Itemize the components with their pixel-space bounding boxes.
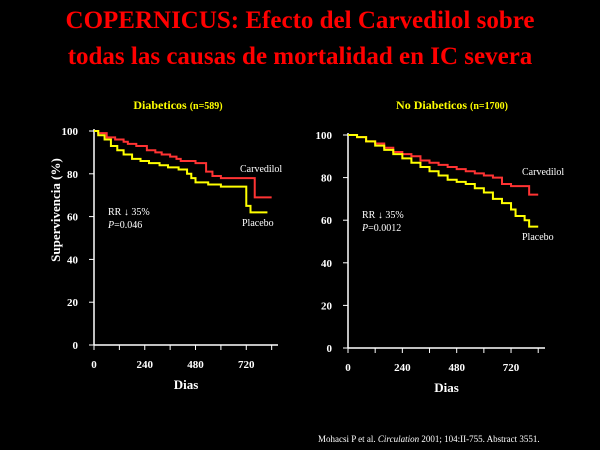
x-axis-label: Dias xyxy=(434,380,459,395)
series-line-placebo xyxy=(94,130,268,214)
y-tick-label: 80 xyxy=(67,169,79,181)
slide-title-line-1: COPERNICUS: Efecto del Carvedilol sobre xyxy=(65,7,535,34)
panel-title: Diabeticos xyxy=(133,98,187,112)
y-tick-label: 100 xyxy=(62,126,79,138)
y-tick-label: 60 xyxy=(67,212,79,224)
panel-subtitle: (n=1700) xyxy=(470,101,508,112)
rr-annotation: RR ↓ 35% xyxy=(108,207,150,218)
panel-heading-non-diabetics: No Diabeticos (n=1700) xyxy=(396,98,508,113)
x-tick-label: 0 xyxy=(345,362,351,374)
y-tick-label: 40 xyxy=(67,254,79,266)
chart-panel-0: 0 20 40 60 80 100 0 240 480 720 Dias Carvedilol Plac… xyxy=(62,126,283,392)
slide-title-line-2: todas las causas de mortalidad en IC sev… xyxy=(67,43,533,70)
p-annotation: P=0.0012 xyxy=(361,223,401,234)
series-label-placebo: Placebo xyxy=(242,218,274,229)
rr-value: 35% xyxy=(383,210,404,221)
citation-journal: Circulation xyxy=(377,434,420,444)
y-tick-label: 40 xyxy=(321,258,333,270)
p-label: P xyxy=(361,223,368,234)
series-label-carvedilol: Carvedilol xyxy=(240,164,282,175)
panel-title: No Diabeticos xyxy=(396,98,468,112)
y-tick-label: 20 xyxy=(321,300,333,312)
y-tick-label: 80 xyxy=(321,173,333,185)
citation-authors: Mohacsi P et al. xyxy=(318,434,378,444)
panel-heading-diabetics: Diabeticos (n=589) xyxy=(133,98,222,113)
rr-label: RR xyxy=(362,210,378,221)
x-tick-label: 480 xyxy=(448,362,465,374)
rr-annotation: RR ↓ 35% xyxy=(362,210,404,221)
y-tick-label: 0 xyxy=(327,343,333,355)
x-tick-label: 0 xyxy=(91,359,97,371)
x-tick-label: 720 xyxy=(503,362,520,374)
chart-panel-1: 0 20 40 60 80 100 0 240 480 720 Dias Carvedilol Plac… xyxy=(316,130,565,395)
panel-subtitle: (n=589) xyxy=(189,101,223,112)
series-line-placebo xyxy=(348,134,539,228)
y-tick-label: 20 xyxy=(67,297,79,309)
x-tick-label: 720 xyxy=(238,359,255,371)
series-line-carvedilol xyxy=(348,134,539,196)
series-label-carvedilol: Carvedilol xyxy=(522,167,564,178)
citation-details: 2001; 104:II-755. Abstract 3551. xyxy=(419,434,540,444)
citation: Mohacsi P et al. Circulation 2001; 104:I… xyxy=(318,434,540,444)
y-tick-label: 60 xyxy=(321,215,333,227)
rr-value: 35% xyxy=(129,207,150,218)
down-arrow-icon: ↓ xyxy=(378,210,383,221)
x-tick-label: 480 xyxy=(187,359,204,371)
p-value: =0.046 xyxy=(114,220,142,231)
p-value: =0.0012 xyxy=(368,223,401,234)
series-line-carvedilol xyxy=(94,130,272,199)
x-axis-label: Dias xyxy=(174,377,199,392)
x-tick-label: 240 xyxy=(394,362,411,374)
p-label: P xyxy=(107,220,114,231)
p-annotation: P=0.046 xyxy=(107,220,142,231)
rr-label: RR xyxy=(108,207,124,218)
down-arrow-icon: ↓ xyxy=(124,207,129,218)
series-label-placebo: Placebo xyxy=(522,232,554,243)
x-tick-label: 240 xyxy=(137,359,154,371)
y-tick-label: 0 xyxy=(73,340,79,352)
y-tick-label: 100 xyxy=(316,130,333,142)
